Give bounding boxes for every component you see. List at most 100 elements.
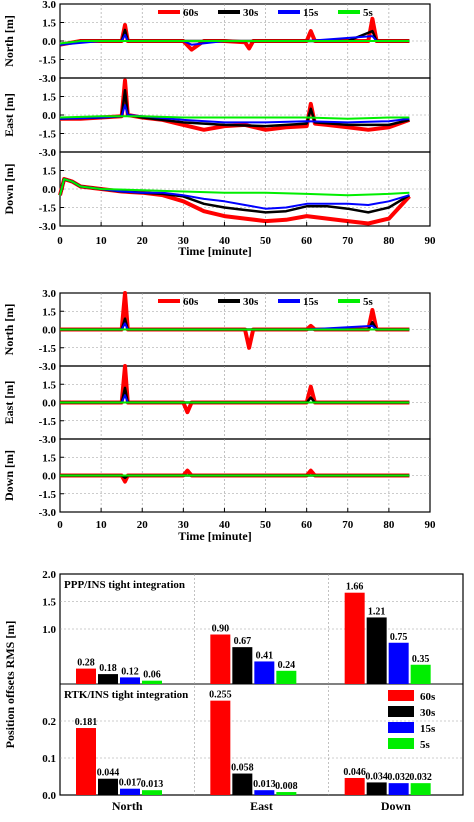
bar-value-label: 0.013 [253, 779, 276, 790]
p1-series-15s [59, 104, 410, 124]
p1-xtick-label: 30 [178, 235, 190, 247]
bar-lower-ytick-label: 0.2 [42, 716, 56, 728]
bar-legend-label-60s: 60s [420, 691, 436, 703]
bar-value-label: 0.181 [75, 717, 98, 728]
bar-category-label: Down [381, 799, 411, 813]
bar-rtk-east-60s [210, 700, 231, 795]
bar-value-label: 1.21 [368, 606, 386, 617]
bar-value-label: 0.013 [141, 779, 164, 790]
p2-xtick-label: 20 [137, 519, 149, 531]
p2-ytick-label: 0.0 [42, 471, 56, 483]
p1-ytick-label: -1.5 [39, 129, 57, 141]
p1-series-5s [59, 40, 410, 45]
p1-xtick-label: 80 [383, 235, 395, 247]
p2-xtick-label: 60 [301, 519, 313, 531]
bar-ppp-north-15s [120, 677, 140, 684]
bar-lower-ytick-label: 0.1 [42, 753, 56, 765]
bar-value-label: 0.058 [231, 763, 254, 774]
bar-value-label: 0.032 [387, 772, 410, 783]
bar-lower-title: RTK/INS tight integration [64, 689, 188, 701]
p1-xlabel: Time [minute] [178, 244, 251, 258]
p2-ytick-label: 1.5 [42, 306, 56, 318]
panel1-time-series: 3.0 1.5 0.0 -1.5 North [m] -3.0 1.5 0.0 -1.5 East… [2, 0, 436, 258]
p2-ylabel: North [m] [2, 304, 16, 356]
bar-value-label: 0.67 [234, 636, 252, 647]
bar-value-label: 0.28 [77, 658, 95, 669]
p1-series-60s [59, 16, 410, 52]
p1-legend-label-5s: 5s [363, 7, 374, 19]
p2-ytick-label: -1.5 [39, 416, 57, 428]
p1-series-60s [58, 177, 411, 226]
p1-legend-label-30s: 30s [243, 7, 259, 19]
panel2-time-series: 3.0 1.5 0.0 -1.5 North [m] -3.0 1.5 0.0 -1.5 East… [2, 288, 436, 543]
p2-legend-label-15s: 15s [303, 296, 319, 308]
bar-category-label: North [112, 799, 143, 813]
p1-xtick-label: 90 [425, 235, 437, 247]
bar-value-label: 0.18 [99, 663, 117, 674]
p1-xtick-label: 40 [219, 235, 231, 247]
bar-ppp-east-15s [254, 661, 275, 684]
p1-ytick-label: -1.5 [39, 55, 57, 67]
bar-ppp-down-60s [344, 592, 365, 684]
bar-rtk-north-5s [142, 790, 162, 795]
p2-xtick-label: 80 [383, 519, 395, 531]
p1-series-15s [59, 178, 410, 210]
bar-legend-label-30s: 30s [420, 707, 436, 719]
bar-upper-ytick-label: 1.0 [42, 624, 56, 636]
p1-legend-label-60s: 60s [183, 7, 199, 19]
bar-upper-title: PPP/INS tight integration [64, 579, 185, 591]
bar-value-label: 0.044 [97, 768, 120, 779]
bar-upper-ytick-label: 2.0 [42, 569, 56, 581]
p1-ytick-label: -3.0 [39, 221, 57, 233]
p1-legend-label-15s: 15s [303, 7, 319, 19]
p2-ytick-label: -3.0 [39, 361, 57, 373]
p1-ytick-label: 0.0 [42, 36, 56, 48]
p1-xtick-label: 70 [342, 235, 354, 247]
p1-series-5s [59, 115, 410, 120]
bar-legend-swatch-30s [388, 706, 414, 717]
bar-legend-swatch-60s [388, 690, 414, 701]
bar-value-label: 0.008 [275, 781, 298, 792]
p1-ytick-label: 1.5 [42, 92, 56, 104]
bar-rtk-east-30s [232, 773, 253, 795]
bar-rtk-down-30s [366, 782, 387, 795]
bar-legend-label-15s: 15s [420, 723, 436, 735]
p2-ytick-label: -1.5 [39, 343, 57, 355]
bar-value-label: 0.90 [212, 624, 230, 635]
bar-upper-ytick-label: 1.5 [42, 597, 56, 609]
bar-rtk-down-5s [410, 783, 431, 795]
bar-rtk-north-30s [98, 778, 118, 795]
bar-rtk-down-15s [388, 783, 409, 795]
bar-value-label: 0.255 [209, 690, 232, 701]
p2-xtick-label: 30 [178, 519, 190, 531]
bar-rtk-north-15s [120, 788, 140, 795]
p2-ylabel: Down [m] [2, 450, 16, 501]
p1-xtick-label: 60 [301, 235, 313, 247]
p1-ytick-label: -3.0 [39, 147, 57, 159]
p2-legend-label-60s: 60s [183, 296, 199, 308]
bar-rtk-east-15s [254, 790, 275, 795]
bar-rtk-north-60s [76, 728, 96, 795]
bar-ppp-east-5s [276, 670, 297, 684]
p2-xtick-label: 70 [342, 519, 354, 531]
bar-ppp-east-30s [232, 647, 253, 684]
bar-ppp-north-5s [142, 680, 162, 684]
bar-rtk-east-5s [276, 792, 297, 795]
p1-series-5s [59, 178, 410, 197]
bar-value-label: 0.35 [412, 654, 430, 665]
bar-ppp-north-60s [76, 668, 96, 684]
bar-rtk-down-60s [344, 777, 365, 795]
p2-ytick-label: -3.0 [39, 507, 57, 519]
bar-value-label: 0.41 [256, 650, 274, 661]
bar-value-label: 0.12 [121, 666, 139, 677]
p1-ytick-label: -1.5 [39, 203, 57, 215]
bar-legend-swatch-15s [388, 722, 414, 733]
bar-value-label: 0.046 [343, 767, 366, 778]
p2-ytick-label: 3.0 [42, 288, 56, 300]
p1-ytick-label: 1.5 [42, 166, 56, 178]
p1-xtick-label: 10 [96, 235, 108, 247]
p2-xtick-label: 40 [219, 519, 231, 531]
p2-ytick-label: 1.5 [42, 452, 56, 464]
p1-xtick-label: 20 [137, 235, 149, 247]
p2-legend-label-30s: 30s [243, 296, 259, 308]
